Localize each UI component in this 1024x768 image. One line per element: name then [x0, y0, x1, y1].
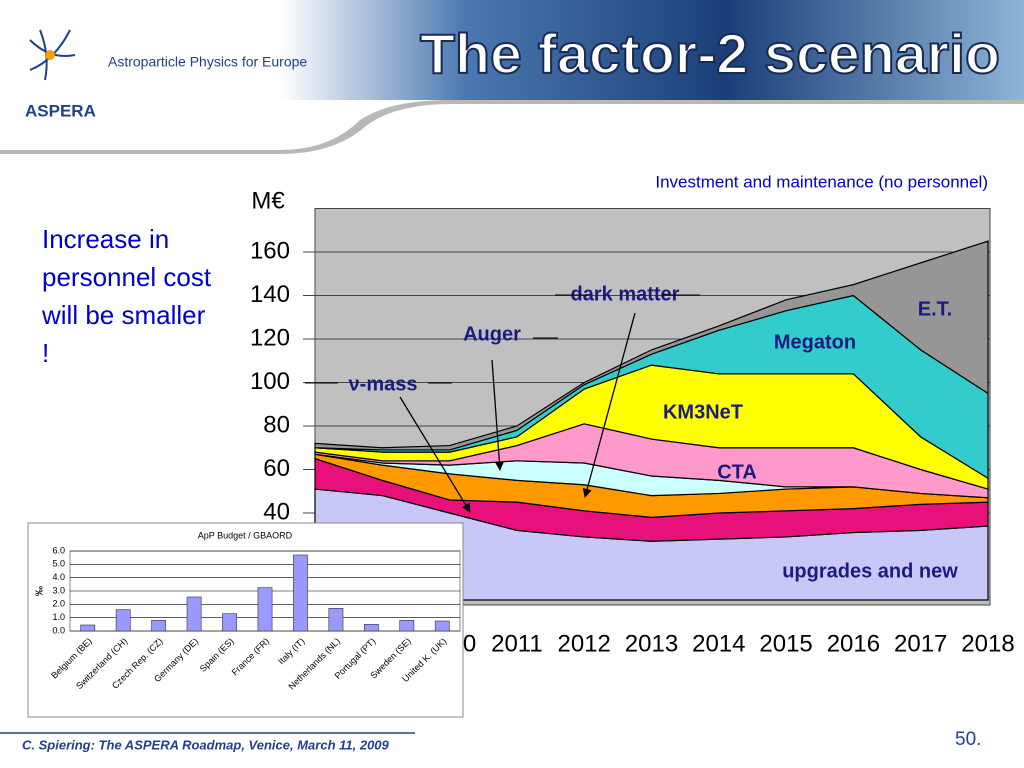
x-tick-label: 2012	[558, 630, 611, 657]
series-label: ν-mass	[349, 373, 418, 395]
y-axis-unit: M€	[251, 187, 285, 214]
inset-y-tick-label: 4.0	[52, 572, 65, 582]
body-text: Increase in personnel cost will be small…	[42, 224, 212, 368]
series-label: KM3NeT	[663, 401, 743, 423]
header-rule	[0, 100, 1024, 154]
y-tick-label: 140	[250, 281, 290, 308]
inset-y-tick-label: 1.0	[52, 612, 65, 622]
inset-chart: ApP Budget / GBAORD ‰ 0.0 1.0 2.0 3.0 4.0 5.0 6.…	[27, 522, 464, 718]
inset-y-tick-label: 2.0	[52, 599, 65, 609]
inset-title: ApP Budget / GBAORD	[198, 530, 293, 540]
pointer-arrow	[491, 359, 504, 471]
logo-text: ASPERA	[25, 101, 96, 120]
inset-y-tick-label: 0.0	[52, 625, 65, 635]
pointer-arrow	[399, 396, 471, 513]
logo-dot	[45, 50, 55, 60]
header-band	[280, 0, 1024, 100]
x-tick-label: 2018	[961, 630, 1014, 657]
inset-bar	[115, 609, 131, 632]
inset-bar	[434, 620, 450, 632]
y-tick-label: 60	[263, 455, 290, 482]
inset-bar	[186, 596, 202, 632]
y-tick-label: 160	[250, 237, 290, 264]
series-label: upgrades and new	[782, 560, 958, 582]
series-label: E.T.	[918, 298, 952, 320]
inset-bar	[80, 624, 96, 632]
series-label: CTA	[717, 461, 757, 483]
inset-bar	[257, 587, 273, 632]
x-tick-label: 2016	[827, 630, 880, 657]
slide-title: The factor-2 scenario	[420, 22, 1000, 85]
y-tick-label: 40	[263, 498, 290, 525]
footer-text: C. Spiering: The ASPERA Roadmap, Venice,…	[22, 737, 390, 752]
x-tick-label: 2017	[894, 630, 947, 657]
area-7	[314, 240, 989, 451]
x-tick-label: 2013	[625, 630, 678, 657]
y-tick-label: 80	[263, 411, 290, 438]
x-tick-label: 2015	[759, 630, 812, 657]
inset-y-tick-label: 3.0	[52, 585, 65, 595]
y-tick-label: 100	[250, 368, 290, 395]
x-tick-label: 2014	[692, 630, 745, 657]
series-label: dark matter	[571, 283, 680, 305]
inset-y-tick-label: 6.0	[52, 545, 65, 555]
chart-subtitle: Investment and maintenance (no personnel…	[655, 172, 988, 191]
main-chart: Investment and maintenance (no personnel…	[250, 172, 1015, 657]
series-label: Auger	[463, 323, 521, 345]
y-tick-label: 120	[250, 324, 290, 351]
inset-y-label: ‰	[35, 586, 46, 596]
pointer-arrow	[582, 312, 636, 498]
page-number: 50.	[955, 729, 981, 750]
inset-y-tick-label: 5.0	[52, 559, 65, 569]
inset-bar	[222, 613, 237, 632]
inset-bar	[151, 620, 167, 632]
org-name: Astroparticle Physics for Europe	[108, 54, 307, 70]
x-tick-label: 2011	[491, 630, 543, 657]
inset-bar	[328, 608, 344, 632]
inset-bar	[293, 554, 308, 632]
inset-bar	[363, 624, 379, 632]
inset-bar	[399, 620, 415, 632]
series-label: Megaton	[774, 331, 856, 353]
